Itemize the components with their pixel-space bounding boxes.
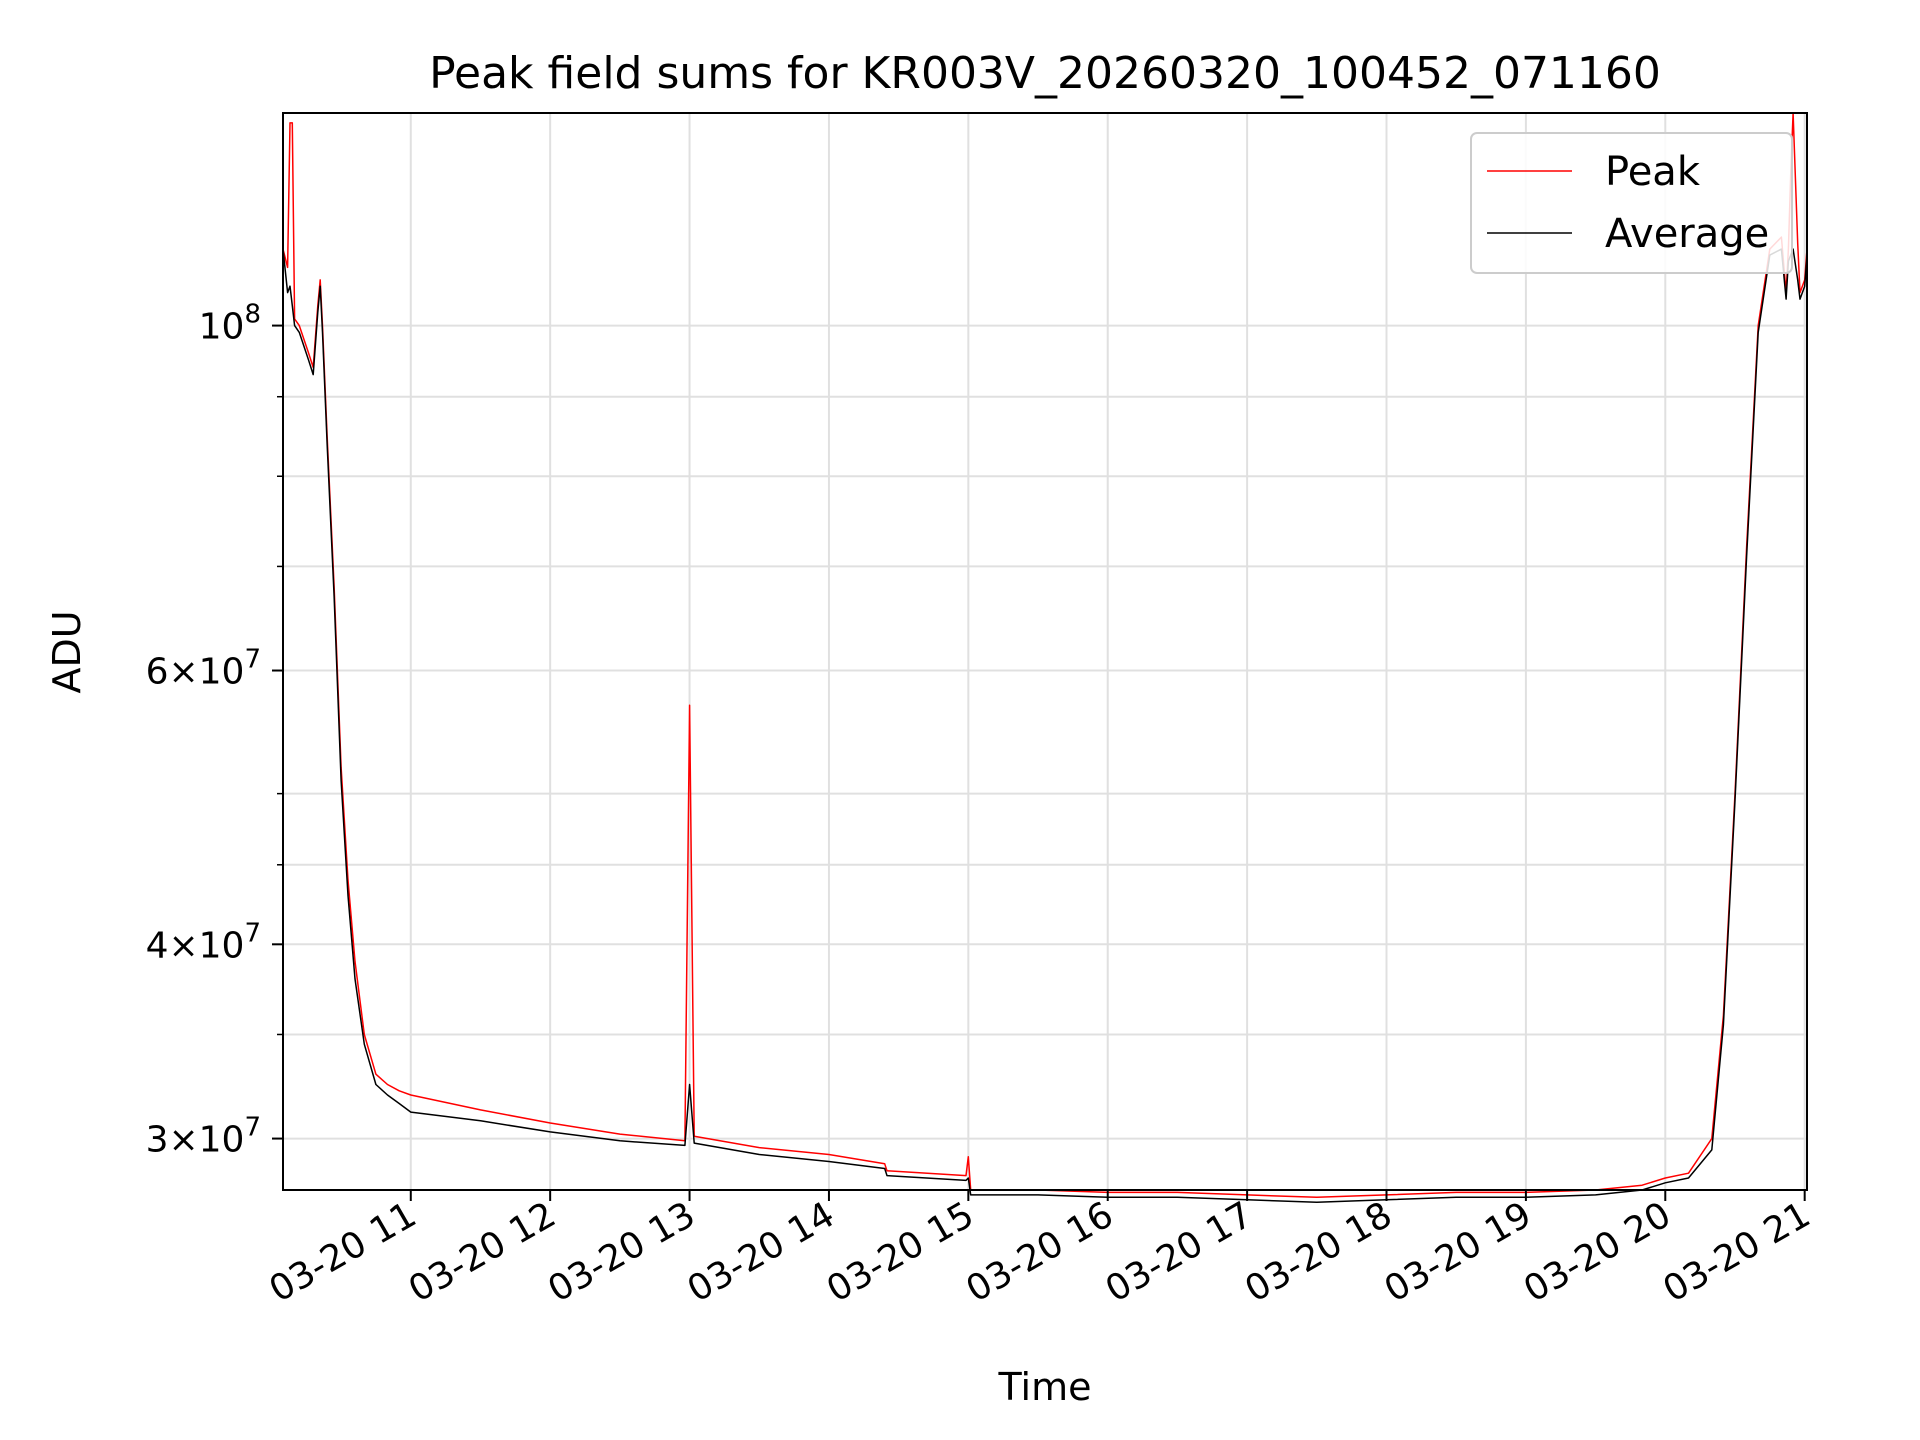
series-lines (282, 112, 1808, 1204)
y-tick-label: 6×107 (146, 645, 261, 693)
legend-label-average: Average (1605, 211, 1769, 257)
legend: Peak Average (1470, 132, 1793, 274)
legend-box (1470, 132, 1793, 274)
axis-ticks (272, 324, 1806, 1201)
plot-frame (282, 112, 1808, 1191)
legend-label-peak: Peak (1605, 149, 1701, 195)
y-axis-label: ADU (45, 610, 89, 693)
y-tick-label: 108 (199, 300, 261, 348)
y-tick-label: 3×107 (146, 1113, 261, 1161)
grid-lines (283, 113, 1807, 1190)
x-axis-label: Time (998, 1365, 1092, 1409)
y-tick-label: 4×107 (146, 918, 261, 966)
series-line-average (282, 248, 1808, 1204)
chart-title: Peak field sums for KR003V_20260320_1004… (429, 48, 1661, 99)
